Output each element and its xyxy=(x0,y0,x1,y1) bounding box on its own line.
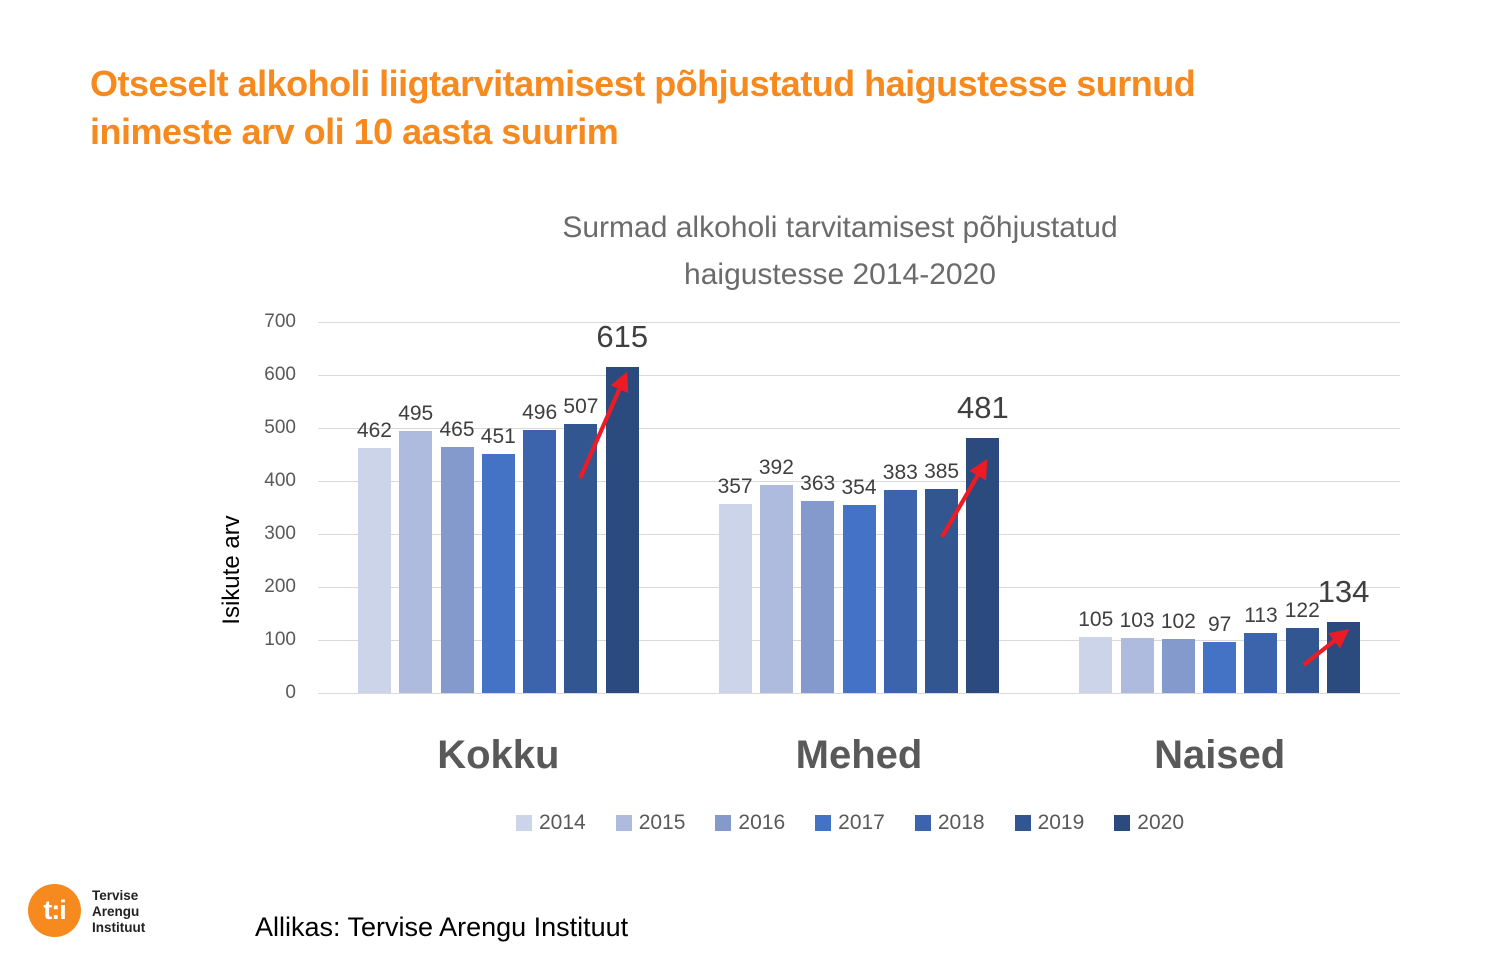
legend-item-2018: 2018 xyxy=(914,811,985,835)
bar-kokku-2019 xyxy=(564,424,598,693)
legend-label-2014: 2014 xyxy=(538,811,586,834)
legend-swatch-2014 xyxy=(515,815,532,831)
bar-label-kokku-2017: 451 xyxy=(480,424,516,448)
bar-label-naised-2018: 113 xyxy=(1244,604,1278,628)
legend-swatch-2017 xyxy=(815,815,832,831)
y-tick-600: 600 xyxy=(264,364,296,385)
bar-label-naised-2019: 122 xyxy=(1284,599,1320,623)
y-tick-400: 400 xyxy=(264,470,296,491)
bar-naised-2018 xyxy=(1244,633,1278,693)
legend-item-2017: 2017 xyxy=(815,811,885,835)
legend-swatch-2019 xyxy=(1014,815,1031,831)
chart-title: Surmad alkoholi tarvitamisest põhjustatu… xyxy=(300,204,1380,298)
y-tick-300: 300 xyxy=(264,523,296,544)
bar-kokku-2015 xyxy=(399,430,433,693)
bar-label-kokku-2014: 462 xyxy=(356,419,392,443)
bar-label-naised-2015: 103 xyxy=(1119,609,1155,633)
x-axis-label-kokku: Kokku xyxy=(437,733,560,777)
legend-label-2016: 2016 xyxy=(738,811,786,834)
bar-naised-2017 xyxy=(1203,641,1237,693)
bar-kokku-2018 xyxy=(523,430,557,693)
x-axis-label-naised: Naised xyxy=(1154,733,1286,777)
bar-mehed-2014 xyxy=(718,503,752,693)
tai-logo-mark: t:i xyxy=(28,884,81,937)
legend-swatch-2016 xyxy=(715,815,732,831)
chart-title-line1: Surmad alkoholi tarvitamisest põhjustatu… xyxy=(562,211,1118,244)
y-tick-700: 700 xyxy=(264,311,296,332)
gridline-400 xyxy=(318,481,1400,482)
bar-label-naised-2017: 97 xyxy=(1207,612,1232,636)
slide-title-line1: Otseselt alkoholi liigtarvitamisest põhj… xyxy=(90,63,1196,104)
slide-title: Otseselt alkoholi liigtarvitamisest põhj… xyxy=(90,60,1450,156)
bar-mehed-2015 xyxy=(759,485,793,693)
bar-label-mehed-2020: 481 xyxy=(957,390,1009,426)
legend-swatch-2018 xyxy=(914,815,931,831)
legend-item-2015: 2015 xyxy=(615,811,686,835)
bar-mehed-2018 xyxy=(883,490,917,693)
legend-item-2016: 2016 xyxy=(715,811,785,835)
bar-label-kokku-2020: 615 xyxy=(596,319,649,355)
bar-label-mehed-2014: 357 xyxy=(717,474,753,498)
bar-mehed-2019 xyxy=(925,488,959,693)
legend-swatch-2020 xyxy=(1114,815,1131,831)
y-tick-200: 200 xyxy=(264,576,296,597)
bar-label-naised-2014: 105 xyxy=(1078,608,1114,632)
legend-swatch-2015 xyxy=(615,815,632,831)
bar-naised-2019 xyxy=(1285,628,1319,693)
bar-label-mehed-2015: 392 xyxy=(758,456,794,480)
bar-kokku-2016 xyxy=(440,446,474,693)
bar-mehed-2017 xyxy=(842,505,876,693)
legend-label-2015: 2015 xyxy=(638,811,686,834)
bar-kokku-2020 xyxy=(605,367,639,693)
legend-label-2017: 2017 xyxy=(838,811,885,834)
legend-label-2018: 2018 xyxy=(937,811,985,834)
bar-label-naised-2020: 134 xyxy=(1317,573,1370,609)
bar-label-mehed-2016: 363 xyxy=(800,471,836,495)
y-tick-0: 0 xyxy=(285,682,296,703)
bar-naised-2016 xyxy=(1161,638,1195,693)
x-axis-label-mehed: Mehed xyxy=(795,733,923,777)
bar-naised-2015 xyxy=(1120,638,1154,693)
bar-label-mehed-2018: 383 xyxy=(882,461,918,484)
bar-label-kokku-2016: 465 xyxy=(439,417,475,441)
gridline-500 xyxy=(318,428,1400,429)
source-note: Allikas: Tervise Arengu Instituut xyxy=(255,912,629,942)
bar-label-kokku-2018: 496 xyxy=(522,401,558,425)
gridline-0 xyxy=(318,693,1400,694)
legend-item-2020: 2020 xyxy=(1114,811,1184,835)
bar-kokku-2017 xyxy=(481,453,515,693)
legend-item-2014: 2014 xyxy=(515,811,586,835)
tai-logo: t:i Tervise Arengu Instituut xyxy=(28,884,145,937)
bar-label-kokku-2015: 495 xyxy=(398,401,434,425)
legend-label-2019: 2019 xyxy=(1037,811,1085,834)
bar-kokku-2014 xyxy=(357,448,391,693)
bar-mehed-2016 xyxy=(801,500,835,693)
y-tick-500: 500 xyxy=(264,417,296,438)
y-tick-100: 100 xyxy=(264,629,296,650)
bar-label-naised-2016: 102 xyxy=(1160,609,1196,633)
legend-label-2020: 2020 xyxy=(1137,811,1185,834)
bar-naised-2014 xyxy=(1079,637,1113,693)
chart-legend: 2014 2015 2016 2017 2018 2019 2020 xyxy=(310,810,1390,836)
gridline-600 xyxy=(318,375,1400,376)
bar-label-mehed-2017: 354 xyxy=(841,476,877,500)
slide-title-line2: inimeste arv oli 10 aasta suurim xyxy=(90,111,619,152)
tai-logo-text: Tervise Arengu Instituut xyxy=(92,888,146,935)
bar-naised-2020 xyxy=(1327,621,1361,693)
legend-item-2019: 2019 xyxy=(1014,811,1085,835)
gridline-700 xyxy=(318,322,1400,323)
bar-mehed-2020 xyxy=(966,438,1000,693)
chart-title-line2: haigustesse 2014-2020 xyxy=(684,258,996,291)
